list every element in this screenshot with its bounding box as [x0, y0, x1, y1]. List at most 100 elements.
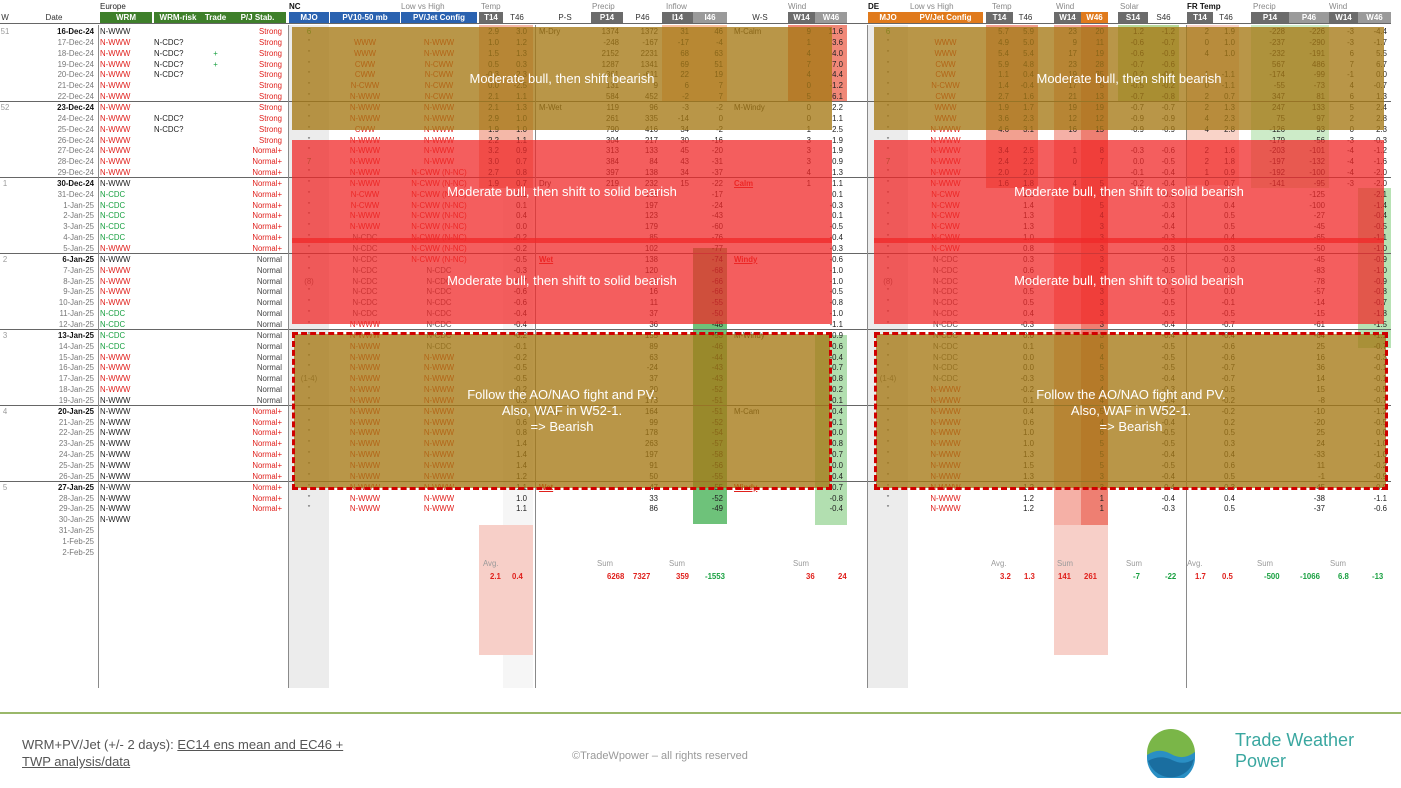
dashed-frame-nc — [292, 332, 832, 490]
cell-d: 22-Dec-24 — [57, 92, 94, 102]
cell-w46: -0.5 — [829, 222, 843, 232]
summary-value-1: 0.4 — [512, 572, 523, 582]
cell-pj: Normal+ — [252, 189, 282, 199]
cell-w46: -1.2 — [829, 81, 843, 91]
cell-wrm: N-WWW — [100, 48, 131, 58]
column-header-13: P46 — [635, 13, 650, 22]
cell-wrm: N-WWW — [100, 81, 131, 91]
column-header-28: T46 — [1219, 13, 1233, 22]
cell-d: 2-Feb-25 — [62, 547, 94, 557]
cell-wrm: N-WWW — [100, 493, 131, 503]
cell-m: " — [307, 319, 311, 329]
footer-note: WRM+PV/Jet (+/- 2 days): EC14 ens mean a… — [22, 736, 343, 770]
cell-d: 28-Dec-24 — [57, 157, 94, 167]
cell-risk: N-CDC? — [154, 59, 184, 69]
cell-wrm: N-WWW — [100, 113, 131, 123]
cell-d: 18-Jan-25 — [58, 385, 94, 395]
column-header-31: W14 — [1329, 12, 1358, 23]
cell-dcfg: N-CDC — [932, 319, 959, 329]
cell-d: 17-Dec-24 — [57, 37, 94, 47]
cell-d: 29-Jan-25 — [58, 504, 94, 514]
cell-pj: Normal — [256, 298, 282, 308]
cell-fw46: -0.6 — [1373, 504, 1387, 514]
summary-value-0: 2.1 — [490, 572, 501, 582]
group-europe: Europe — [100, 2, 126, 11]
source-link[interactable]: EC14 ens mean and EC46 + — [177, 737, 344, 752]
cell-d: 16-Dec-24 — [57, 27, 94, 36]
source-link-2[interactable]: TWP analysis/data — [22, 754, 131, 769]
cell-wrm: N-WWW — [100, 37, 131, 47]
cell-fw46: -1.5 — [1373, 319, 1387, 329]
cell-s46: -0.4 — [1161, 319, 1175, 329]
cell-w46: 11.6 — [828, 27, 843, 36]
cell-dm: " — [886, 504, 890, 514]
column-header-7: PV10-50 mb — [330, 12, 400, 23]
column-rule-4 — [98, 25, 99, 688]
cell-pj: Strong — [259, 124, 282, 134]
cell-pv: N-WWW — [349, 319, 381, 329]
cell-dm: " — [886, 319, 890, 329]
cell-pj: Normal+ — [252, 461, 282, 470]
cell-pj: Normal+ — [252, 450, 282, 460]
group-label-1: Temp — [481, 2, 501, 11]
cell-wrm: N-WWW — [100, 287, 131, 297]
column-header-24: W46 — [1081, 12, 1108, 23]
cell-d: 24-Dec-24 — [57, 113, 94, 123]
summary-label-6: Sum — [1126, 558, 1143, 568]
cell-wrm: N-WWW — [100, 450, 131, 460]
cell-d: 3-Jan-25 — [63, 222, 94, 232]
overlay-nc-week1: Moderate bull, then shift to solid beari… — [292, 238, 832, 324]
week-number-51: 51 — [0, 27, 10, 36]
cell-d: 26-Dec-24 — [57, 135, 94, 145]
cell-pj: Normal+ — [252, 200, 282, 210]
cell-d: 15-Jan-25 — [58, 352, 94, 362]
cell-dw46: 1 — [1099, 493, 1104, 503]
summary-value-12: -7 — [1133, 572, 1140, 582]
group-label-0: Low vs High — [401, 2, 445, 11]
cell-fp46: -61 — [1313, 319, 1325, 329]
column-header-20: PV/Jet Config — [908, 12, 983, 23]
summary-value-6: 36 — [806, 572, 815, 582]
cell-pj: Normal+ — [252, 233, 282, 243]
cell-d: 5-Jan-25 — [63, 244, 94, 253]
summary-label-1: Sum — [597, 558, 614, 568]
cell-wrm: N-WWW — [100, 298, 131, 308]
week-number-2: 2 — [2, 254, 8, 264]
cell-pj: Normal+ — [252, 482, 282, 492]
column-header-9: T14 — [479, 12, 503, 23]
cell-pj: Normal+ — [252, 406, 282, 416]
cell-wrm: N-WWW — [100, 70, 131, 80]
cell-w46: -0.4 — [829, 504, 843, 514]
cell-w46: 0.4 — [832, 406, 843, 416]
cell-d: 8-Jan-25 — [63, 276, 94, 286]
cell-m: " — [307, 493, 311, 503]
cell-wrm: N-WWW — [100, 244, 131, 253]
cell-w46: -0.6 — [829, 254, 843, 264]
cell-w46: -0.7 — [829, 482, 843, 492]
cell-wrm: N-WWW — [100, 92, 131, 102]
cell-wrm: N-WWW — [100, 59, 131, 69]
column-header-4: Trade — [202, 12, 229, 23]
summary-value-7: 24 — [838, 572, 847, 582]
cell-wrm: N-WWW — [100, 385, 131, 395]
cell-d: 31-Dec-24 — [57, 189, 94, 199]
cell-pj: Normal — [256, 341, 282, 351]
cell-dt46: 1.2 — [1023, 504, 1034, 514]
cell-s46: -0.3 — [1161, 504, 1175, 514]
cell-w46: 1.3 — [832, 168, 843, 178]
cell-w46: -0.1 — [829, 395, 843, 405]
summary-label-4: Avg. — [991, 558, 1007, 568]
cell-tr: + — [213, 59, 218, 69]
column-header-8: PV/Jet Config — [401, 12, 477, 23]
cell-risk: N-CDC? — [154, 124, 184, 134]
header-rule — [0, 23, 1391, 24]
cell-pj: Normal — [256, 319, 282, 329]
summary-value-14: 1.7 — [1195, 572, 1206, 582]
cell-w46: 2.2 — [832, 102, 843, 112]
cell-d: 27-Jan-25 — [58, 482, 94, 492]
cell-dt46: 1.2 — [1023, 493, 1034, 503]
summary-label-8: Sum — [1257, 558, 1274, 568]
cell-wrm: N-CDC — [100, 330, 126, 340]
column-header-6: MJO — [289, 12, 329, 23]
column-header-0: W — [1, 13, 9, 22]
